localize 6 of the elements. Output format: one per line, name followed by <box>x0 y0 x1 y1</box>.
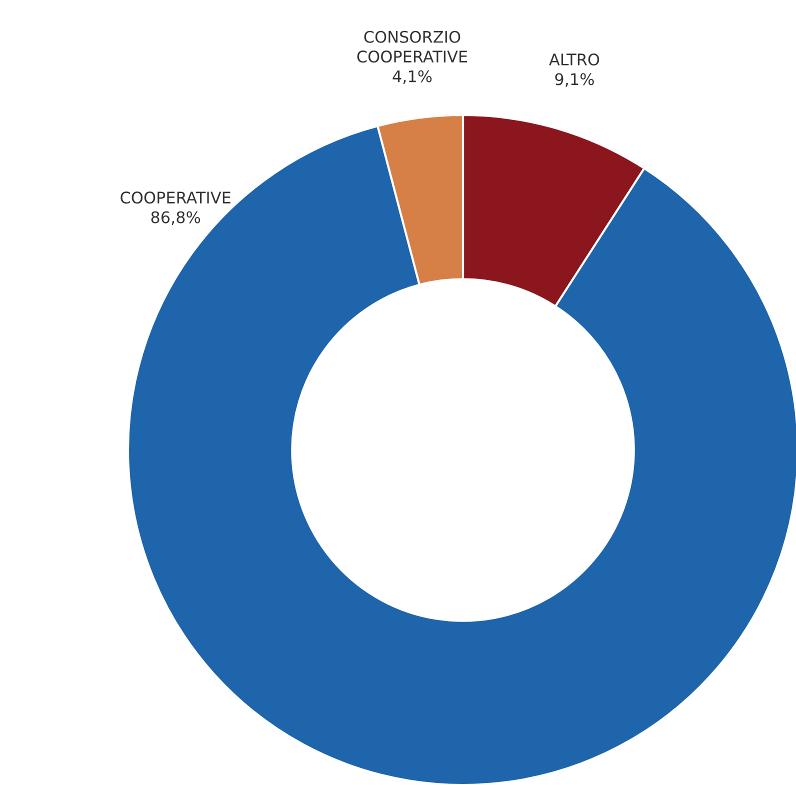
slice-label: COOPERATIVE <box>120 192 230 204</box>
data-label: 86,8% <box>151 211 200 225</box>
slice-label: CONSORZIO COOPERATIVE <box>357 30 468 63</box>
data-label: 4,1% <box>392 70 432 84</box>
data-label: 9,1% <box>555 73 594 87</box>
slice-label: ALTRO <box>549 53 600 66</box>
